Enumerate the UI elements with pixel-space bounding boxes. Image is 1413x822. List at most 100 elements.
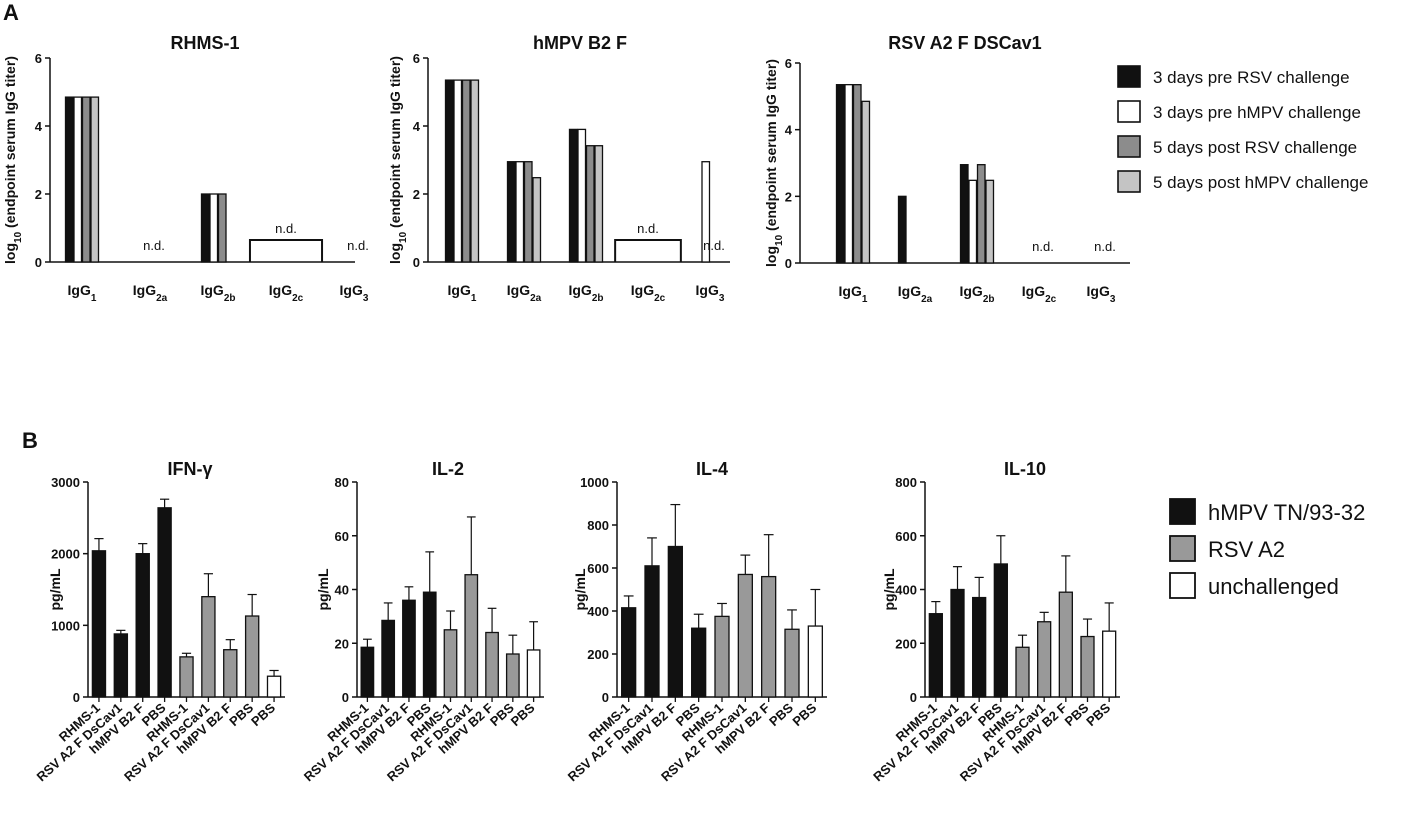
chart-title: IL-10 bbox=[1004, 459, 1046, 479]
legend-label-unchallenged: unchallenged bbox=[1208, 574, 1339, 599]
y-tick-label: 4 bbox=[35, 119, 43, 134]
x-category-label: IgG2a bbox=[507, 282, 542, 304]
bar-6-rsv-a2-f-dscav1 bbox=[737, 573, 753, 698]
legend-label-5-days-post-hmpv-challenge: 5 days post hMPV challenge bbox=[1153, 173, 1368, 192]
y-tick-label: 2 bbox=[413, 187, 420, 202]
bar-2-rsv-a2-f-dscav1 bbox=[113, 633, 129, 698]
bar-1-rhms-1 bbox=[91, 550, 107, 698]
y-tick-label: 800 bbox=[895, 475, 917, 490]
y-tick-label: 600 bbox=[587, 561, 609, 576]
nd-label: n.d. bbox=[1094, 239, 1116, 254]
chart-title: RHMS-1 bbox=[170, 33, 239, 53]
x-category-base: IgG bbox=[1022, 283, 1045, 299]
legend-label-rsv-a2: RSV A2 bbox=[1208, 537, 1285, 562]
bar-1-rhms-1 bbox=[360, 646, 375, 698]
chart-title: IL-4 bbox=[696, 459, 728, 479]
y-tick-label: 0 bbox=[602, 690, 609, 705]
x-category-label: IgG3 bbox=[340, 282, 369, 304]
bar-igg1-5-days-post-rsv-challenge bbox=[81, 96, 91, 263]
y-axis-label: pg/mL bbox=[315, 568, 331, 610]
y-axis-label: log10 (endpoint serum IgG titer) bbox=[2, 56, 24, 264]
bar-igg1-5-days-post-hmpv-challenge bbox=[470, 79, 480, 263]
y-axis-label: pg/mL bbox=[47, 568, 63, 610]
bar-2-rsv-a2-f-dscav1 bbox=[950, 588, 965, 698]
x-category-sub: 2a bbox=[921, 294, 933, 305]
bar-8-pbs bbox=[784, 628, 800, 698]
y-tick-label: 0 bbox=[785, 256, 792, 271]
bar-igg2b-5-days-post-hmpv-challenge bbox=[594, 145, 604, 263]
bar-3-hmpv-b2-f bbox=[402, 599, 416, 698]
bar-igg2b-3-days-pre-hmpv-challenge bbox=[968, 179, 978, 264]
bar-igg2b-5-days-post-rsv-challenge bbox=[585, 145, 595, 263]
y-tick-label: 200 bbox=[587, 647, 609, 662]
x-category-sub: 1 bbox=[471, 293, 477, 304]
bar-4-pbs bbox=[157, 507, 172, 698]
y-tick-label: 0 bbox=[35, 255, 42, 270]
x-category-base: IgG bbox=[507, 282, 530, 298]
bar-igg3-3-days-pre-hmpv-challenge bbox=[701, 161, 711, 263]
y-axis-label-main: log bbox=[387, 243, 403, 264]
bar-7-hmpv-b2-f bbox=[485, 631, 499, 698]
nd-label: n.d. bbox=[703, 238, 725, 253]
bar-3-hmpv-b2-f bbox=[667, 545, 683, 698]
legend-label-hmpv-tn-93-32: hMPV TN/93-32 bbox=[1208, 500, 1365, 525]
y-tick-label: 80 bbox=[335, 475, 349, 490]
x-category-label: IgG1 bbox=[448, 282, 477, 304]
bar-7-hmpv-b2-f bbox=[223, 649, 238, 698]
y-axis-label-sub: 10 bbox=[398, 231, 409, 243]
x-category-label: IgG1 bbox=[839, 283, 868, 305]
x-category-label: IgG2a bbox=[898, 283, 933, 305]
x-category-sub: 2a bbox=[530, 293, 542, 304]
y-tick-label: 4 bbox=[413, 119, 421, 134]
y-tick-label: 4 bbox=[785, 123, 793, 138]
bar-9-pbs bbox=[526, 649, 541, 698]
y-axis-label: log10 (endpoint serum IgG titer) bbox=[387, 56, 409, 264]
y-tick-label: 0 bbox=[73, 690, 80, 705]
x-category-base: IgG bbox=[696, 282, 719, 298]
x-category-base: IgG bbox=[839, 283, 862, 299]
chart-title: IFN-γ bbox=[168, 459, 213, 479]
panel-letter-a: A bbox=[3, 0, 19, 25]
x-category-label: IgG2a bbox=[133, 282, 168, 304]
legend-label-3-days-pre-rsv-challenge: 3 days pre RSV challenge bbox=[1153, 68, 1350, 87]
x-category-sub: 3 bbox=[719, 293, 725, 304]
y-tick-label: 20 bbox=[335, 636, 349, 651]
legend-swatch-3-days-pre-rsv-challenge bbox=[1117, 65, 1141, 88]
chart-title: RSV A2 F DSCav1 bbox=[888, 33, 1041, 53]
bar-igg1-3-days-pre-hmpv-challenge bbox=[73, 96, 83, 263]
x-category-sub: 1 bbox=[862, 294, 868, 305]
bar-igg1-3-days-pre-rsv-challenge bbox=[835, 84, 845, 264]
bar-4-pbs bbox=[691, 627, 707, 698]
y-tick-label: 60 bbox=[335, 529, 349, 544]
y-tick-label: 6 bbox=[413, 51, 420, 66]
legend-swatch-5-days-post-rsv-challenge bbox=[1117, 135, 1141, 158]
bar-igg2a-5-days-post-hmpv-challenge bbox=[532, 177, 542, 263]
y-tick-label: 1000 bbox=[580, 475, 609, 490]
y-tick-label: 6 bbox=[35, 51, 42, 66]
bar-igg2a-3-days-pre-hmpv-challenge bbox=[515, 161, 525, 263]
x-category-base: IgG bbox=[133, 282, 156, 298]
bar-igg2b-3-days-pre-rsv-challenge bbox=[959, 164, 969, 264]
igg-chart-1: RHMS-1 0 2 4 6 log10 (endpoint serum IgG tite… bbox=[2, 33, 369, 304]
x-category-base: IgG bbox=[340, 282, 363, 298]
bar-igg2b-3-days-pre-hmpv-challenge bbox=[577, 128, 587, 263]
x-category-label: PBS bbox=[789, 700, 819, 729]
chart-title: IL-2 bbox=[432, 459, 464, 479]
nd-bracket bbox=[614, 239, 682, 262]
bar-igg1-5-days-post-rsv-challenge bbox=[852, 84, 862, 264]
x-category-base: IgG bbox=[448, 282, 471, 298]
x-category-sub: 2b bbox=[224, 293, 236, 304]
nd-bracket bbox=[248, 239, 324, 262]
x-category-base: IgG bbox=[200, 282, 223, 298]
bar-3-hmpv-b2-f bbox=[972, 596, 987, 698]
bar-1-rhms-1 bbox=[928, 613, 943, 698]
x-category-sub: 1 bbox=[91, 293, 97, 304]
x-category-base: IgG bbox=[269, 282, 292, 298]
y-tick-label: 40 bbox=[335, 583, 349, 598]
y-tick-label: 800 bbox=[587, 518, 609, 533]
y-axis-label-main: log bbox=[2, 243, 18, 264]
